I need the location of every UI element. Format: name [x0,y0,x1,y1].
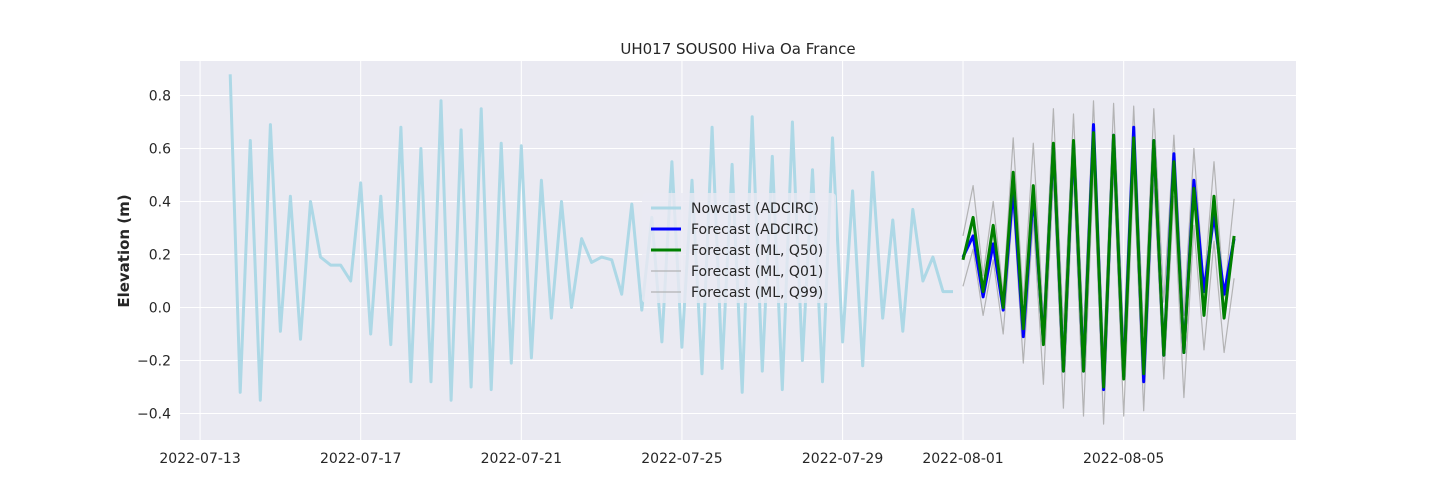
x-tick-label: 2022-07-13 [159,451,240,467]
legend-label-nowcast-adcirc: Nowcast (ADCIRC) [691,201,819,217]
y-tick-label: 0.8 [149,88,171,104]
x-tick-label: 2022-07-25 [641,451,722,467]
x-tick-label: 2022-07-21 [481,451,562,467]
tick-layer: 2022-07-13 2022-07-17 2022-07-21 2022-07-25… [137,88,1164,467]
y-tick-label: −0.2 [137,353,171,369]
series-line-forecast-ml-q50 [961,131,1236,389]
legend-label-forecast-adcirc: Forecast (ADCIRC) [691,222,819,238]
y-tick-label: 0.6 [149,141,171,157]
legend-label-forecast-ml-q50: Forecast (ML, Q50) [691,243,823,259]
x-tick-label: 2022-07-29 [802,451,883,467]
x-tick-label: 2022-08-05 [1083,451,1164,467]
y-tick-label: −0.4 [137,406,171,422]
series-layer [228,74,1236,425]
legend-box [642,193,836,303]
legend-label-forecast-ml-q01: Forecast (ML, Q01) [691,264,823,280]
legend-label-forecast-ml-q99: Forecast (ML, Q99) [691,285,823,301]
series-line-nowcast-adcirc [228,74,953,402]
y-axis-label: Elevation (m) [115,194,133,307]
x-tick-label: 2022-07-17 [320,451,401,467]
chart-title: UH017 SOUS00 Hiva Oa France [620,40,855,58]
legend: Nowcast (ADCIRC) Forecast (ADCIRC) Forecas… [642,193,836,303]
y-tick-label: 0.4 [149,194,171,210]
y-tick-label: 0.0 [149,300,171,316]
x-tick-label: 2022-08-01 [922,451,1003,467]
y-tick-label: 0.2 [149,247,171,263]
